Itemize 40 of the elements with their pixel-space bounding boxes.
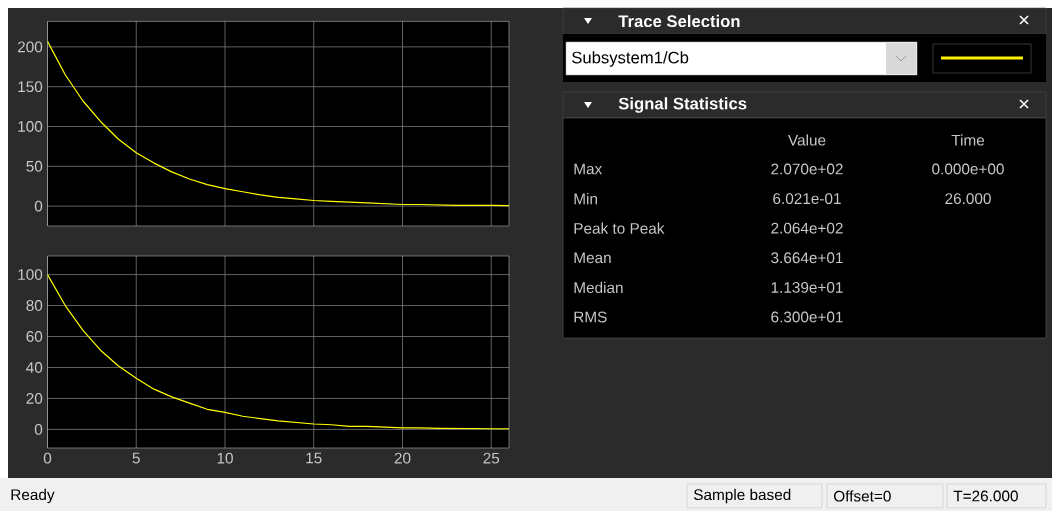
text: Offset=0 — [834, 490, 891, 502]
text: 2.070e+02 — [771, 163, 843, 175]
x-tick-label: 5 — [132, 452, 140, 464]
y-tick-label: 100 — [18, 269, 43, 280]
x-tick-label: 20 — [394, 452, 411, 464]
text: 6.021e-01 — [773, 193, 841, 205]
category-label: Mean — [574, 252, 611, 264]
y-tick-label: 0 — [34, 423, 43, 435]
y-tick-label: 100 — [18, 121, 43, 132]
text: 1.139e+01 — [771, 281, 843, 293]
category-label: Median — [574, 281, 623, 294]
category-label: Peak to Peak — [574, 222, 665, 234]
y-tick-label: 80 — [26, 300, 43, 311]
text: Time — [951, 134, 985, 146]
x-tick-label: 25 — [483, 452, 500, 464]
text: Ready — [11, 488, 55, 504]
y-tick-label: 60 — [26, 331, 43, 342]
text: Trace Selection — [618, 14, 740, 28]
x-tick-label: 0 — [43, 452, 52, 464]
text: 0.000e+00 — [932, 163, 1004, 175]
category-label: RMS — [574, 311, 607, 323]
y-tick-label: 50 — [26, 160, 43, 172]
text: Value — [788, 134, 826, 146]
category-label: Max — [574, 163, 603, 175]
text: Signal Statistics — [618, 97, 747, 113]
y-tick-label: 150 — [18, 81, 43, 93]
text: Subsystem1/Cb — [572, 51, 689, 67]
y-tick-label: 200 — [17, 41, 43, 53]
text: Sample based — [693, 488, 791, 504]
text: T=26.000 — [953, 490, 1018, 502]
text: 26.000 — [945, 193, 991, 205]
text: 6.300e+01 — [771, 311, 843, 323]
text: 3.664e+01 — [771, 252, 843, 264]
x-tick-label: 10 — [217, 452, 233, 464]
category-label: Min — [574, 193, 597, 205]
y-tick-label: 0 — [34, 200, 43, 212]
text: 2.064e+02 — [771, 222, 843, 234]
x-tick-label: 15 — [306, 452, 322, 464]
y-tick-label: 40 — [26, 362, 43, 373]
y-tick-label: 20 — [26, 393, 43, 404]
